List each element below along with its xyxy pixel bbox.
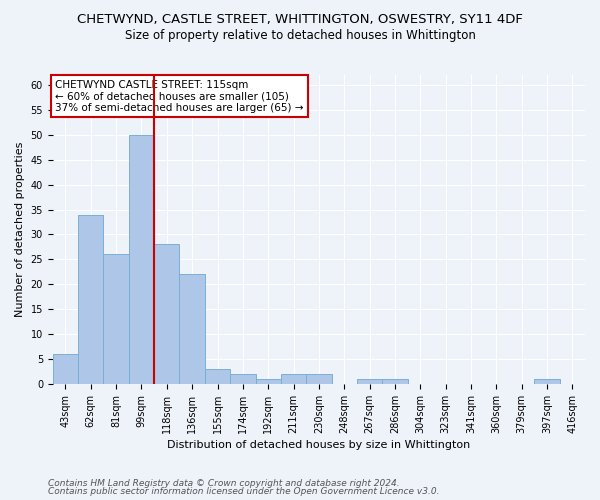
Text: CHETWYND, CASTLE STREET, WHITTINGTON, OSWESTRY, SY11 4DF: CHETWYND, CASTLE STREET, WHITTINGTON, OS… [77, 12, 523, 26]
Bar [205, 369, 230, 384]
X-axis label: Distribution of detached houses by size in Whittington: Distribution of detached houses by size … [167, 440, 470, 450]
Bar [230, 374, 256, 384]
Bar [382, 379, 407, 384]
Bar [53, 354, 78, 384]
Bar [535, 379, 560, 384]
Text: Contains HM Land Registry data © Crown copyright and database right 2024.: Contains HM Land Registry data © Crown c… [48, 478, 400, 488]
Bar [179, 274, 205, 384]
Text: Contains public sector information licensed under the Open Government Licence v3: Contains public sector information licen… [48, 487, 439, 496]
Bar [357, 379, 382, 384]
Text: CHETWYND CASTLE STREET: 115sqm
← 60% of detached houses are smaller (105)
37% of: CHETWYND CASTLE STREET: 115sqm ← 60% of … [55, 80, 304, 113]
Bar [78, 214, 103, 384]
Bar [256, 379, 281, 384]
Bar [129, 135, 154, 384]
Bar [281, 374, 306, 384]
Bar [103, 254, 129, 384]
Y-axis label: Number of detached properties: Number of detached properties [15, 142, 25, 317]
Text: Size of property relative to detached houses in Whittington: Size of property relative to detached ho… [125, 29, 475, 42]
Bar [154, 244, 179, 384]
Bar [306, 374, 332, 384]
